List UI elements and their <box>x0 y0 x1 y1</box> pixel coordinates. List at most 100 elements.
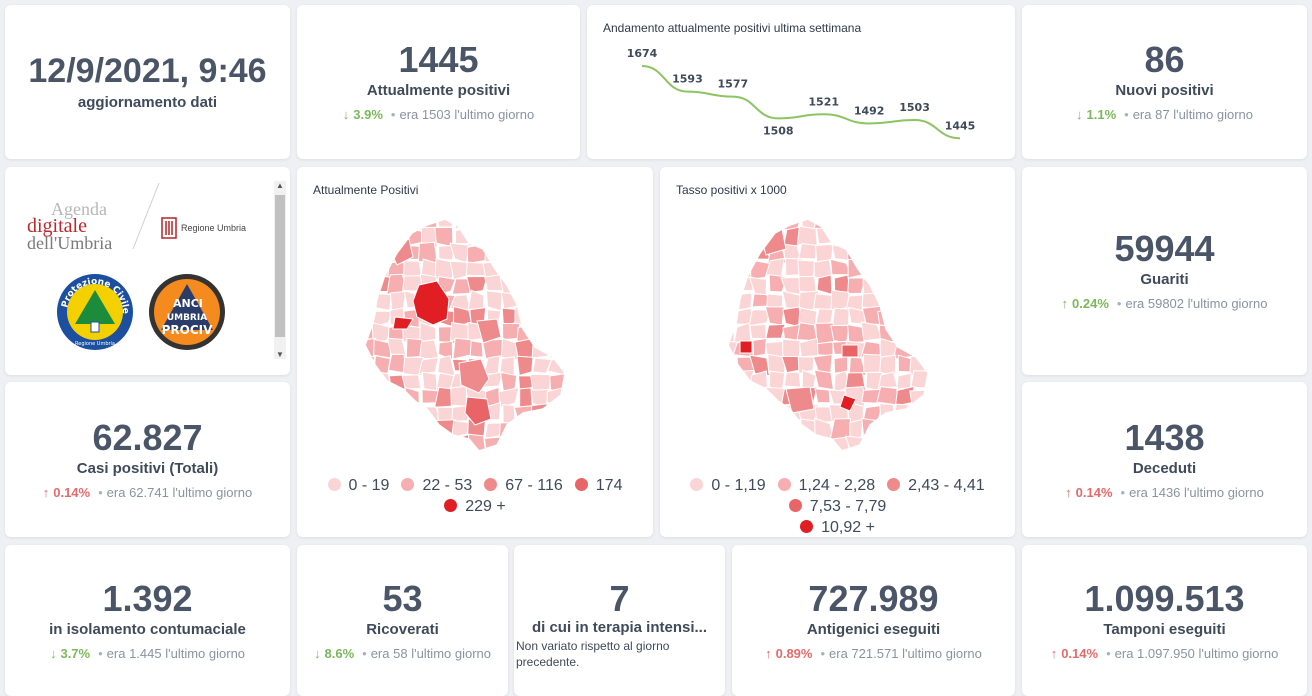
municipality-area[interactable] <box>749 213 772 230</box>
municipality-area[interactable] <box>385 388 407 408</box>
municipality-area[interactable] <box>720 245 739 265</box>
municipality-area[interactable] <box>749 407 771 425</box>
municipality-area[interactable] <box>534 243 552 261</box>
municipality-area[interactable] <box>862 434 882 453</box>
municipality-area[interactable] <box>484 241 504 263</box>
municipality-area[interactable] <box>829 258 852 276</box>
municipality-area[interactable] <box>357 274 375 293</box>
municipality-area[interactable] <box>913 340 931 359</box>
municipality-area[interactable] <box>561 342 577 359</box>
municipality-area[interactable] <box>532 357 553 374</box>
municipality-area[interactable] <box>373 338 392 359</box>
municipality-area[interactable] <box>357 402 377 420</box>
municipality-area[interactable] <box>911 420 928 438</box>
municipality-area[interactable] <box>796 322 818 342</box>
municipality-area[interactable] <box>764 306 785 326</box>
legend-item[interactable]: 22 - 53 <box>401 475 472 496</box>
municipality-area[interactable] <box>924 273 940 294</box>
municipality-area[interactable] <box>371 321 393 342</box>
municipality-area[interactable] <box>466 275 488 293</box>
municipality-area[interactable] <box>909 226 930 247</box>
municipality-area[interactable] <box>545 258 566 278</box>
municipality-area[interactable] <box>878 291 895 309</box>
municipality-area[interactable] <box>371 215 389 233</box>
municipality-area[interactable] <box>529 373 552 392</box>
municipality-area[interactable] <box>798 337 819 358</box>
municipality-area[interactable] <box>780 433 804 452</box>
municipality-area[interactable] <box>733 418 755 439</box>
municipality-area[interactable] <box>879 354 897 375</box>
municipality-area[interactable] <box>911 307 927 328</box>
municipality-area[interactable] <box>369 227 391 245</box>
municipality-area[interactable] <box>372 242 392 261</box>
municipality-area[interactable] <box>514 257 534 280</box>
municipality-area[interactable] <box>485 290 503 312</box>
municipality-area[interactable] <box>451 278 471 295</box>
municipality-area[interactable] <box>357 353 376 375</box>
municipality-area[interactable] <box>925 322 940 342</box>
municipality-area[interactable] <box>798 275 818 294</box>
municipality-area[interactable] <box>765 323 786 339</box>
municipality-area[interactable] <box>497 258 520 279</box>
municipality-area[interactable] <box>861 243 880 263</box>
municipality-area[interactable] <box>500 434 520 453</box>
municipality-area[interactable] <box>926 418 940 436</box>
municipality-area[interactable] <box>739 340 753 354</box>
municipality-area[interactable] <box>733 388 752 408</box>
municipality-area[interactable] <box>530 292 552 309</box>
municipality-area[interactable] <box>930 340 940 359</box>
municipality-area[interactable] <box>833 355 849 374</box>
municipality-area[interactable] <box>547 225 565 249</box>
municipality-area[interactable] <box>863 228 883 246</box>
municipality-area[interactable] <box>910 402 930 424</box>
municipality-area[interactable] <box>562 246 577 265</box>
municipality-area[interactable] <box>892 230 914 244</box>
municipality-area[interactable] <box>372 435 391 452</box>
municipality-area[interactable] <box>752 337 767 357</box>
municipality-area[interactable] <box>465 213 488 229</box>
municipality-area[interactable] <box>927 388 940 408</box>
municipality-area[interactable] <box>450 385 467 407</box>
municipality-area[interactable] <box>498 387 520 408</box>
municipality-area[interactable] <box>910 291 931 308</box>
municipality-area[interactable] <box>476 318 502 344</box>
municipality-area[interactable] <box>358 230 374 248</box>
municipality-area[interactable] <box>388 419 408 436</box>
scrollbar-thumb[interactable] <box>275 195 285 337</box>
scroll-up-icon[interactable]: ▲ <box>276 181 284 190</box>
municipality-area[interactable] <box>532 261 548 281</box>
municipality-area[interactable] <box>910 370 930 389</box>
municipality-area[interactable] <box>892 323 912 342</box>
municipality-area[interactable] <box>814 388 831 404</box>
legend-item[interactable]: 0 - 19 <box>327 475 389 496</box>
municipality-area[interactable] <box>877 419 897 441</box>
municipality-area[interactable] <box>721 260 738 280</box>
municipality-area[interactable] <box>908 242 927 265</box>
municipality-area[interactable] <box>548 433 566 453</box>
municipality-area[interactable] <box>529 226 551 245</box>
municipality-area[interactable] <box>879 229 898 249</box>
municipality-area[interactable] <box>796 435 820 453</box>
legend-item[interactable]: 10,92 + <box>800 517 875 537</box>
municipality-area[interactable] <box>720 213 740 232</box>
municipality-area[interactable] <box>357 241 377 260</box>
municipality-area[interactable] <box>749 323 767 340</box>
municipality-area[interactable] <box>458 358 490 394</box>
municipality-area[interactable] <box>421 371 438 392</box>
municipality-area[interactable] <box>894 259 913 280</box>
municipality-area[interactable] <box>737 213 752 233</box>
municipality-area[interactable] <box>830 324 850 344</box>
municipality-area[interactable] <box>513 243 536 260</box>
municipality-area[interactable] <box>501 246 520 263</box>
municipality-area[interactable] <box>733 322 752 344</box>
municipality-area[interactable] <box>564 309 577 326</box>
municipality-area[interactable] <box>797 259 817 279</box>
municipality-area[interactable] <box>483 436 505 453</box>
municipality-area[interactable] <box>418 339 440 360</box>
municipality-area[interactable] <box>419 421 439 439</box>
municipality-area[interactable] <box>720 274 738 295</box>
municipality-area[interactable] <box>733 242 753 263</box>
municipality-area[interactable] <box>418 356 440 375</box>
municipality-area[interactable] <box>862 353 882 374</box>
municipality-area[interactable] <box>748 276 768 296</box>
